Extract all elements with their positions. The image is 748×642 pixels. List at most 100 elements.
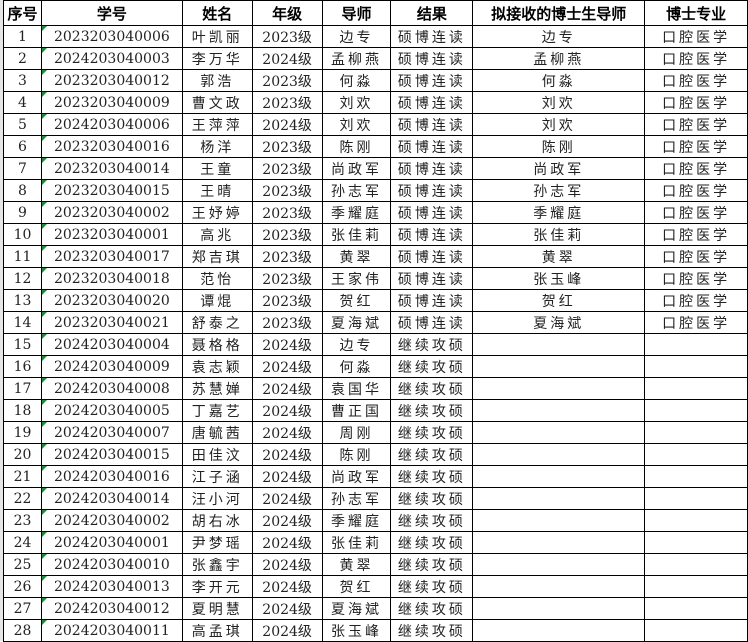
col-phd-advisor-cell[interactable] (472, 531, 646, 554)
col-grade-cell[interactable]: 2023级 (251, 223, 323, 246)
col-phd-advisor-cell[interactable] (472, 377, 646, 400)
col-grade-cell[interactable]: 2023级 (251, 135, 323, 158)
col-phd-advisor-cell[interactable] (472, 333, 646, 356)
col-advisor-cell[interactable]: 何淼 (321, 355, 392, 378)
col-result-cell[interactable]: 硕博连读 (390, 311, 474, 334)
col-advisor-cell[interactable]: 袁国华 (321, 377, 392, 400)
col-phd-major-cell[interactable]: 口腔医学 (644, 289, 748, 312)
col-advisor-cell[interactable]: 尚政军 (321, 157, 392, 180)
col-name-cell[interactable]: 唐毓茜 (181, 421, 253, 444)
col-name-cell[interactable]: 王妤婷 (181, 201, 253, 224)
col-advisor-cell[interactable]: 贺红 (321, 575, 392, 598)
col-name-cell[interactable]: 舒泰之 (181, 311, 253, 334)
col-phd-advisor-cell[interactable]: 边专 (472, 25, 646, 48)
col-index-cell[interactable]: 8 (3, 179, 42, 202)
col-phd-major-cell[interactable] (644, 333, 748, 356)
col-name-cell[interactable]: 郑吉琪 (181, 245, 253, 268)
col-name-cell[interactable]: 杨洋 (181, 135, 253, 158)
col-phd-major-cell[interactable] (644, 487, 748, 510)
col-name-cell[interactable]: 尹梦瑶 (181, 531, 253, 554)
col-advisor-cell[interactable]: 尚政军 (321, 465, 392, 488)
col-name-cell[interactable]: 王童 (181, 157, 253, 180)
col-result-cell[interactable]: 继续攻硕 (390, 575, 474, 598)
col-student-id-cell[interactable]: 2024203040014 (40, 487, 183, 510)
header-col-advisor[interactable]: 导师 (321, 0, 392, 26)
col-phd-major-cell[interactable] (644, 355, 748, 378)
col-phd-major-cell[interactable] (644, 443, 748, 466)
col-index-cell[interactable]: 4 (3, 91, 42, 114)
col-name-cell[interactable]: 高孟琪 (181, 619, 253, 642)
header-col-result[interactable]: 结果 (390, 0, 474, 26)
col-result-cell[interactable]: 硕博连读 (390, 201, 474, 224)
col-index-cell[interactable]: 27 (3, 597, 42, 620)
col-name-cell[interactable]: 谭焜 (181, 289, 253, 312)
col-grade-cell[interactable]: 2023级 (251, 91, 323, 114)
col-advisor-cell[interactable]: 黄翠 (321, 245, 392, 268)
col-name-cell[interactable]: 江子涵 (181, 465, 253, 488)
col-result-cell[interactable]: 继续攻硕 (390, 377, 474, 400)
col-index-cell[interactable]: 28 (3, 619, 42, 642)
col-student-id-cell[interactable]: 2024203040012 (40, 597, 183, 620)
col-student-id-cell[interactable]: 2023203040006 (40, 25, 183, 48)
col-result-cell[interactable]: 继续攻硕 (390, 619, 474, 642)
col-index-cell[interactable]: 17 (3, 377, 42, 400)
col-advisor-cell[interactable]: 孙志军 (321, 487, 392, 510)
col-student-id-cell[interactable]: 2023203040012 (40, 69, 183, 92)
col-grade-cell[interactable]: 2024级 (251, 465, 323, 488)
col-result-cell[interactable]: 硕博连读 (390, 245, 474, 268)
col-grade-cell[interactable]: 2024级 (251, 377, 323, 400)
col-grade-cell[interactable]: 2023级 (251, 267, 323, 290)
col-phd-advisor-cell[interactable] (472, 553, 646, 576)
col-name-cell[interactable]: 叶凯丽 (181, 25, 253, 48)
col-grade-cell[interactable]: 2024级 (251, 399, 323, 422)
col-student-id-cell[interactable]: 2023203040015 (40, 179, 183, 202)
col-advisor-cell[interactable]: 贺红 (321, 289, 392, 312)
col-phd-major-cell[interactable] (644, 619, 748, 642)
col-grade-cell[interactable]: 2024级 (251, 487, 323, 510)
col-result-cell[interactable]: 硕博连读 (390, 157, 474, 180)
col-result-cell[interactable]: 硕博连读 (390, 289, 474, 312)
col-phd-advisor-cell[interactable] (472, 465, 646, 488)
col-phd-major-cell[interactable]: 口腔医学 (644, 201, 748, 224)
col-index-cell[interactable]: 20 (3, 443, 42, 466)
col-advisor-cell[interactable]: 季耀庭 (321, 509, 392, 532)
col-phd-advisor-cell[interactable]: 夏海斌 (472, 311, 646, 334)
col-result-cell[interactable]: 继续攻硕 (390, 421, 474, 444)
col-index-cell[interactable]: 7 (3, 157, 42, 180)
col-result-cell[interactable]: 继续攻硕 (390, 597, 474, 620)
col-phd-major-cell[interactable]: 口腔医学 (644, 25, 748, 48)
col-student-id-cell[interactable]: 2024203040004 (40, 333, 183, 356)
col-index-cell[interactable]: 24 (3, 531, 42, 554)
col-phd-major-cell[interactable]: 口腔医学 (644, 311, 748, 334)
col-result-cell[interactable]: 继续攻硕 (390, 509, 474, 532)
col-student-id-cell[interactable]: 2024203040006 (40, 113, 183, 136)
col-index-cell[interactable]: 6 (3, 135, 42, 158)
col-student-id-cell[interactable]: 2024203040013 (40, 575, 183, 598)
col-phd-major-cell[interactable] (644, 509, 748, 532)
col-index-cell[interactable]: 16 (3, 355, 42, 378)
col-grade-cell[interactable]: 2023级 (251, 25, 323, 48)
col-phd-advisor-cell[interactable] (472, 487, 646, 510)
col-name-cell[interactable]: 张鑫宇 (181, 553, 253, 576)
col-advisor-cell[interactable]: 曹正国 (321, 399, 392, 422)
col-grade-cell[interactable]: 2024级 (251, 333, 323, 356)
col-index-cell[interactable]: 19 (3, 421, 42, 444)
col-student-id-cell[interactable]: 2024203040005 (40, 399, 183, 422)
col-index-cell[interactable]: 21 (3, 465, 42, 488)
col-student-id-cell[interactable]: 2023203040014 (40, 157, 183, 180)
col-name-cell[interactable]: 汪小河 (181, 487, 253, 510)
col-phd-major-cell[interactable] (644, 575, 748, 598)
col-phd-major-cell[interactable]: 口腔医学 (644, 179, 748, 202)
col-grade-cell[interactable]: 2024级 (251, 619, 323, 642)
col-index-cell[interactable]: 10 (3, 223, 42, 246)
col-grade-cell[interactable]: 2023级 (251, 311, 323, 334)
col-grade-cell[interactable]: 2024级 (251, 575, 323, 598)
col-index-cell[interactable]: 2 (3, 47, 42, 70)
col-grade-cell[interactable]: 2024级 (251, 509, 323, 532)
col-advisor-cell[interactable]: 张佳莉 (321, 223, 392, 246)
col-student-id-cell[interactable]: 2024203040009 (40, 355, 183, 378)
col-index-cell[interactable]: 3 (3, 69, 42, 92)
header-col-index[interactable]: 序号 (3, 0, 42, 26)
col-grade-cell[interactable]: 2024级 (251, 355, 323, 378)
col-advisor-cell[interactable]: 边专 (321, 333, 392, 356)
